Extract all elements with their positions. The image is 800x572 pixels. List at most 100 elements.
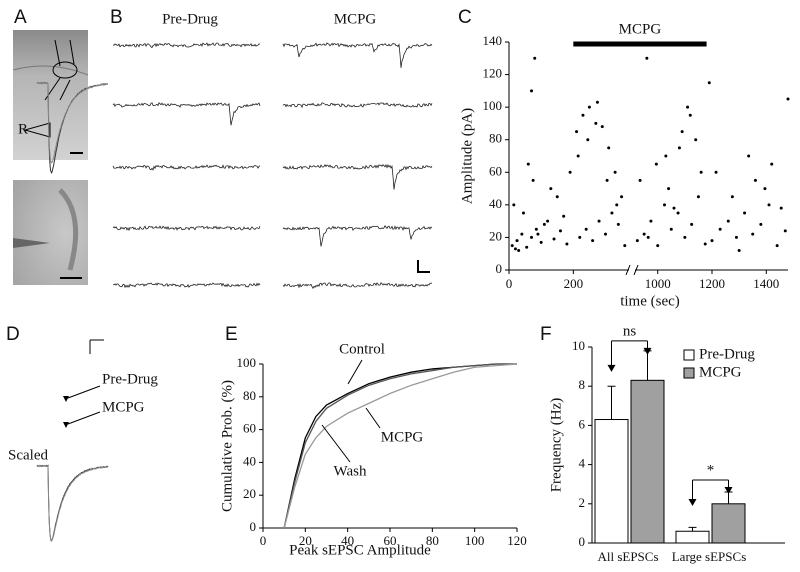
point <box>646 235 650 239</box>
point <box>645 56 649 60</box>
x-tick-label: 1000 <box>645 276 671 291</box>
y-tick-label: 80 <box>489 131 502 146</box>
series-label: Wash <box>334 463 367 479</box>
x-tick-label: 0 <box>506 276 513 291</box>
x-tick-label: 1400 <box>753 276 779 291</box>
point <box>597 219 601 223</box>
point <box>591 239 595 243</box>
y-tick-label: 80 <box>243 388 256 403</box>
point <box>539 240 543 244</box>
x-tick-label: 100 <box>465 533 485 548</box>
point <box>558 229 562 233</box>
point <box>610 211 614 215</box>
trace <box>112 282 261 289</box>
y-tick-label: 0 <box>250 519 257 534</box>
y-axis-label: Cumulative Prob. (%) <box>219 380 235 512</box>
point <box>743 211 747 215</box>
point <box>759 222 763 226</box>
traces <box>112 42 433 290</box>
annotation-arrow <box>321 424 351 463</box>
trace <box>282 282 433 290</box>
point <box>703 242 707 246</box>
point <box>669 227 673 231</box>
marker: R <box>18 121 28 137</box>
scale-bar <box>417 260 430 273</box>
bar <box>675 530 710 544</box>
point <box>672 206 676 210</box>
pipette <box>13 238 50 248</box>
point <box>638 178 642 182</box>
point <box>710 239 714 243</box>
point <box>510 244 514 248</box>
series-label: MCPG <box>381 429 424 445</box>
trace <box>112 102 261 126</box>
point <box>642 232 646 236</box>
point <box>656 244 660 248</box>
point <box>753 178 757 182</box>
y-tick-label: 140 <box>483 33 503 48</box>
arrow <box>67 385 101 399</box>
point <box>578 235 582 239</box>
point <box>770 162 774 166</box>
y-tick-label: 10 <box>572 338 585 353</box>
y-tick-label: 60 <box>489 163 502 178</box>
epsc <box>36 81 109 164</box>
trace <box>282 102 433 109</box>
arrow <box>67 411 101 425</box>
point <box>520 232 524 236</box>
y-tick-label: 120 <box>483 66 503 81</box>
bar <box>630 379 665 544</box>
x-tick-label: 200 <box>564 276 584 291</box>
point <box>686 105 690 109</box>
x-tick-label: All sEPSCs <box>597 549 658 564</box>
cdf-line <box>283 363 517 529</box>
point <box>726 219 730 223</box>
scale-bar <box>89 339 104 354</box>
layer <box>12 65 89 76</box>
point <box>763 187 767 191</box>
comparison-bracket <box>611 340 648 366</box>
legend-label: Pre-Drug <box>699 346 755 362</box>
axis-break <box>625 264 639 276</box>
point <box>603 232 607 236</box>
arrowhead <box>63 396 69 428</box>
y-tick-label: 100 <box>237 355 257 370</box>
point <box>616 222 620 226</box>
y-tick-label: 40 <box>489 196 502 211</box>
x-tick-label: 80 <box>426 533 439 548</box>
point <box>699 170 703 174</box>
trace <box>282 42 433 68</box>
point <box>513 247 517 251</box>
cdf-line <box>283 363 517 529</box>
annotation-arrow <box>347 359 363 385</box>
y-tick-label: 60 <box>243 421 256 436</box>
y-tick-label: 40 <box>243 453 256 468</box>
legend-swatch <box>683 349 695 361</box>
point <box>683 235 687 239</box>
x-tick-label: 60 <box>384 533 397 548</box>
point <box>515 239 519 243</box>
trace <box>112 164 261 171</box>
point <box>517 248 521 252</box>
condition-label: MCPG <box>334 11 377 27</box>
point <box>595 100 599 104</box>
significance-label: * <box>707 462 715 478</box>
point <box>747 154 751 158</box>
point <box>562 214 566 218</box>
micrograph <box>13 30 88 160</box>
point <box>737 248 741 252</box>
point <box>525 245 529 249</box>
point <box>565 242 569 246</box>
panel-label: D <box>6 324 20 345</box>
point <box>533 56 537 60</box>
panel-label: C <box>458 7 472 28</box>
point <box>751 232 755 236</box>
y-axis-label: Frequency (Hz) <box>548 398 564 493</box>
epsc <box>36 464 109 542</box>
point <box>623 244 627 248</box>
point <box>714 170 718 174</box>
y-tick-label: 6 <box>579 416 586 431</box>
point <box>615 203 619 207</box>
point <box>620 195 624 199</box>
point <box>667 187 671 191</box>
